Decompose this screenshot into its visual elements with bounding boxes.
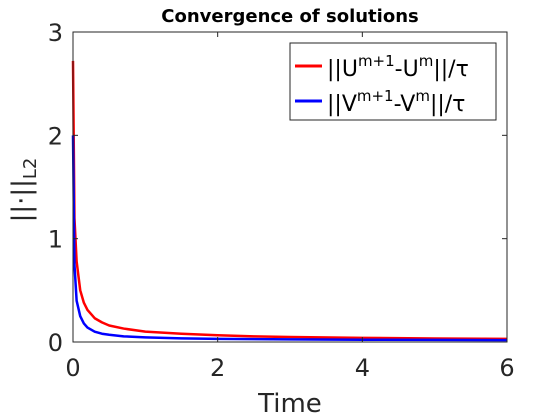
legend-entry-v: ||Vm+1-Vm||/τ [327, 87, 465, 117]
y-tick-label: 2 [48, 122, 63, 150]
series-layer [71, 60, 508, 342]
legend-v-sup2: m [415, 87, 430, 105]
x-tick-label: 2 [210, 354, 225, 382]
legend: ||Um+1-Um||/τ ||Vm+1-Vm||/τ [289, 42, 497, 121]
y-axis-label: ||·||L2 [7, 158, 41, 223]
series-line-v [71, 135, 508, 342]
legend-u-mid: -U [395, 57, 419, 82]
x-axis-label: Time [257, 389, 322, 419]
series-line-u [71, 60, 508, 341]
legend-u-tail: ||/τ [433, 57, 468, 82]
legend-v-mid: -V [394, 92, 416, 117]
legend-v-tail: ||/τ [430, 92, 465, 117]
y-axis-label-main: ||·|| [7, 179, 37, 222]
legend-u-sup2: m [419, 52, 434, 70]
y-tick-label: 3 [48, 19, 63, 47]
x-tick-label: 6 [499, 354, 514, 382]
y-tick-label: 1 [48, 226, 63, 254]
chart-title: Convergence of solutions [161, 6, 418, 27]
legend-box [289, 42, 497, 121]
legend-v-base: ||V [327, 92, 357, 117]
x-tick-label: 4 [355, 354, 370, 382]
legend-entry-u: ||Um+1-Um||/τ [327, 52, 469, 82]
y-axis-label-sub: L2 [20, 158, 41, 179]
x-tick-label: 0 [65, 354, 80, 382]
plot-frame [72, 31, 508, 343]
legend-u-base: ||U [327, 57, 358, 82]
legend-v-sup1: m+1 [357, 87, 394, 105]
legend-u-sup1: m+1 [358, 52, 395, 70]
y-tick-label: 0 [48, 329, 63, 357]
